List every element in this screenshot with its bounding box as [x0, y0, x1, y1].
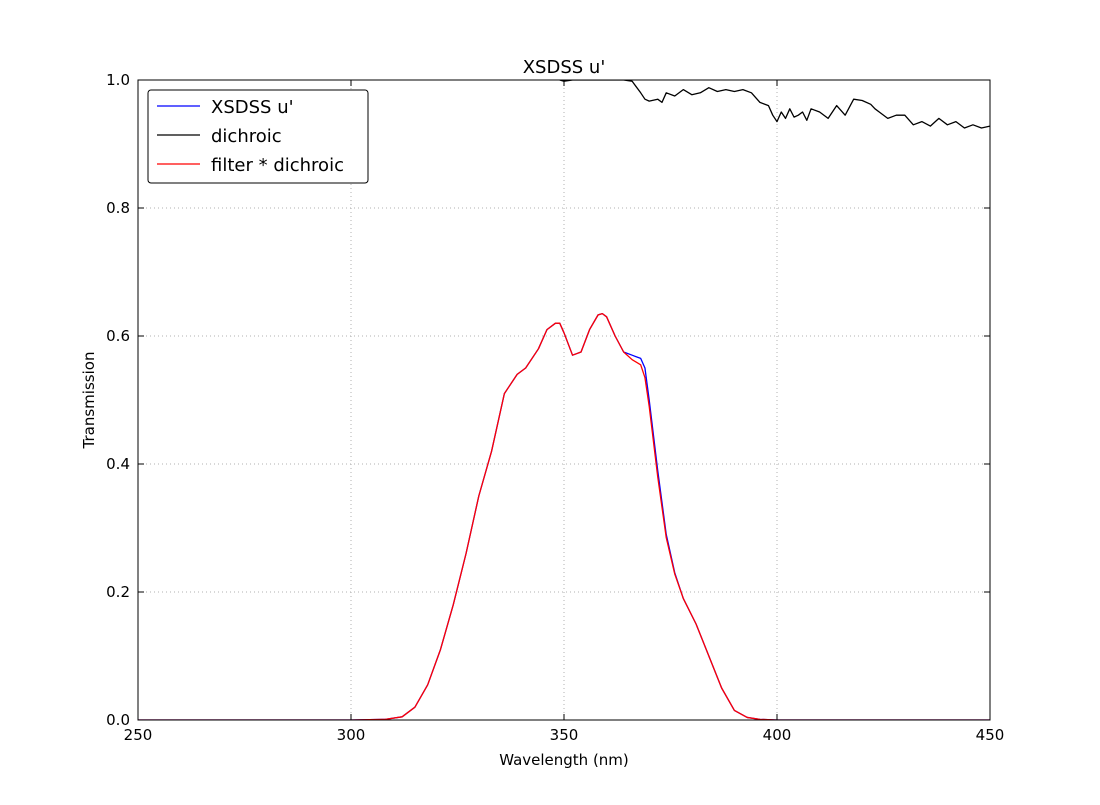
x-tick-label: 450 [976, 726, 1005, 744]
grid-lines [138, 80, 990, 720]
chart-title: XSDSS u' [523, 57, 606, 78]
y-tick-label: 0.4 [106, 455, 130, 473]
series-lines [138, 80, 990, 720]
x-axis-label: Wavelength (nm) [499, 751, 629, 769]
series-line-dichroic [559, 80, 990, 129]
legend: XSDSS u' dichroic filter * dichroic [147, 89, 369, 184]
legend-box [147, 89, 369, 184]
axis-ticks: 250 300 350 400 450 0.0 0.2 0.4 0.6 0.8 1.0 [106, 71, 1004, 744]
y-tick-label: 0.0 [106, 711, 130, 729]
series-line-filter-dichroic [138, 312, 990, 720]
y-tick-label: 0.6 [106, 327, 130, 345]
x-tick-label: 350 [550, 726, 579, 744]
legend-label-xsdss: XSDSS u' [211, 97, 294, 118]
legend-label-dichroic: dichroic [211, 126, 282, 147]
x-tick-label: 250 [124, 726, 153, 744]
y-tick-label: 1.0 [106, 71, 130, 89]
y-tick-label: 0.8 [106, 199, 130, 217]
x-tick-label: 400 [763, 726, 792, 744]
y-axis-label: Transmission [80, 352, 98, 450]
legend-label-filter-dichroic: filter * dichroic [211, 155, 344, 176]
x-tick-label: 300 [337, 726, 366, 744]
y-tick-label: 0.2 [106, 583, 130, 601]
